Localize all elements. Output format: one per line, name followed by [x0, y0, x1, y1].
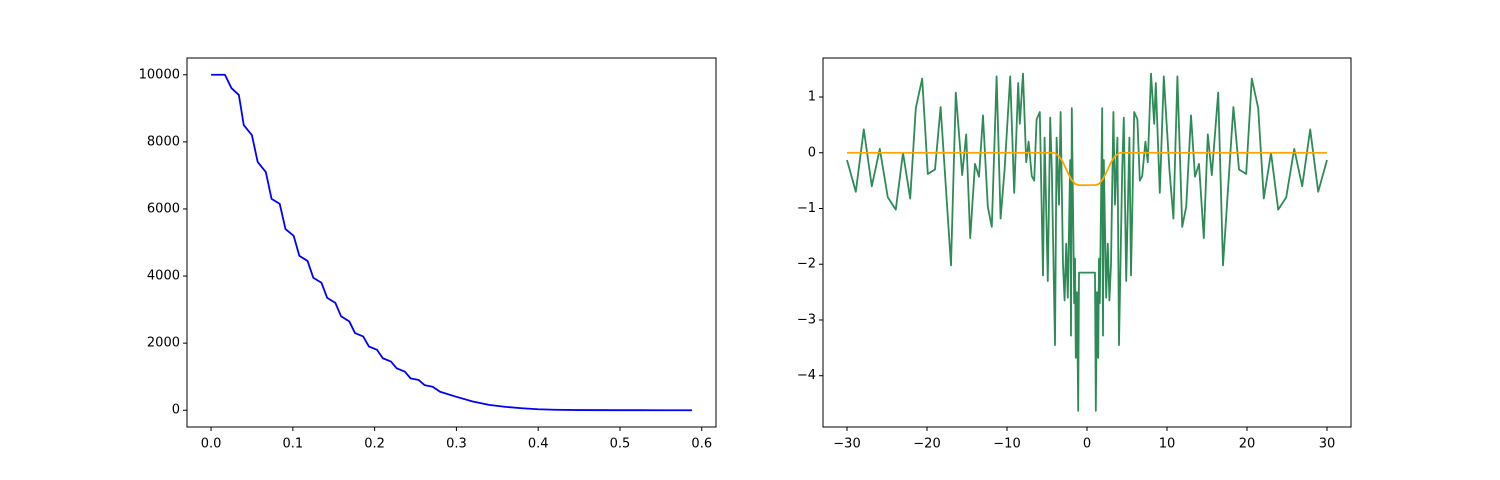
y-tick-label: 4000: [147, 269, 180, 284]
x-tick-label: 30: [1319, 437, 1336, 452]
x-tick-label: 0.6: [691, 437, 712, 452]
y-tick-label: 0: [172, 403, 180, 418]
line: [211, 73, 692, 412]
x-tick-label: 0.0: [201, 437, 222, 452]
x-tick-label: 0.2: [364, 437, 385, 452]
x-tick-label: 0.1: [282, 437, 303, 452]
x-tick-label: 0: [1083, 437, 1091, 452]
y-tick-label: −4: [797, 368, 816, 383]
y-tick-label: 1: [808, 90, 816, 105]
line: [847, 151, 1327, 186]
x-tick-label: 0.5: [610, 437, 631, 452]
subplot: −30 −20 −10 0 10 20 30−4−3−2−101: [797, 57, 1352, 452]
y-tick-label: 6000: [147, 201, 180, 216]
y-tick-label: 10000: [139, 67, 180, 82]
x-tick-label: 20: [1239, 437, 1256, 452]
y-tick-label: 8000: [147, 134, 180, 149]
axes-frame: [822, 57, 1352, 428]
x-tick-label: −30: [833, 437, 860, 452]
x-tick-label: −20: [913, 437, 940, 452]
y-tick-label: −3: [797, 312, 816, 327]
axes-frame: [186, 57, 717, 428]
x-tick-label: 10: [1159, 437, 1176, 452]
x-tick-label: 0.4: [528, 437, 549, 452]
subplot: 0.0 0.1 0.2 0.3 0.4 0.5 0.6 0 2000 4000 6000 8000 10…: [139, 57, 717, 452]
line: [846, 72, 1328, 412]
x-tick-label: 0.3: [446, 437, 467, 452]
y-tick-label: −2: [797, 257, 816, 272]
y-tick-label: 0: [808, 145, 816, 160]
y-tick-label: 2000: [147, 336, 180, 351]
x-tick-label: −10: [993, 437, 1020, 452]
y-tick-label: −1: [797, 201, 816, 216]
